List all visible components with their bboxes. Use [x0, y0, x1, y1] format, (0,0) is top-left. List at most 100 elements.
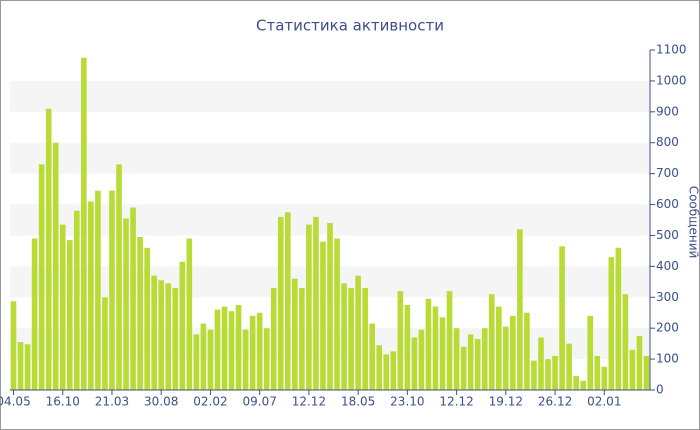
x-tick-label: 18.05 — [341, 395, 375, 409]
bar — [31, 238, 38, 390]
bar — [383, 354, 390, 390]
bar — [109, 190, 115, 390]
y-tick-label: 800 — [656, 135, 679, 149]
bar — [341, 283, 347, 390]
bar — [636, 335, 643, 390]
bar — [45, 108, 52, 391]
bar — [524, 312, 530, 390]
bar — [362, 288, 368, 390]
bar — [221, 306, 228, 390]
bar — [38, 164, 45, 390]
bar — [81, 57, 87, 391]
bar — [263, 328, 270, 390]
bar — [573, 376, 579, 390]
bar — [256, 312, 263, 390]
bar — [151, 275, 157, 390]
y-tick-label: 600 — [656, 197, 679, 211]
bar — [123, 218, 129, 390]
bar — [88, 201, 94, 390]
bar — [235, 305, 242, 390]
bar — [327, 223, 333, 390]
bar — [425, 298, 432, 390]
bar — [242, 329, 249, 390]
bar — [488, 294, 495, 390]
y-tick-label: 900 — [656, 104, 679, 118]
x-tick-label: 04.05 — [0, 395, 31, 409]
bar — [116, 164, 122, 390]
bar — [228, 311, 235, 390]
bar — [207, 329, 214, 390]
bar — [320, 241, 326, 390]
bar — [59, 224, 66, 390]
bar — [376, 345, 383, 390]
bar — [615, 247, 622, 390]
y-axis-label: Сообщений — [687, 186, 700, 259]
chart-title: Статистика активности — [256, 17, 444, 35]
bar — [503, 326, 509, 390]
bar — [622, 294, 629, 390]
bar — [24, 344, 31, 390]
bar — [74, 210, 80, 390]
bar — [446, 291, 453, 390]
y-tick-label: 300 — [656, 290, 679, 304]
bar — [390, 351, 397, 390]
bar — [158, 280, 165, 390]
bar — [566, 343, 572, 390]
bar — [306, 224, 312, 390]
bar — [179, 261, 186, 390]
bar — [397, 291, 404, 390]
bar — [629, 349, 636, 390]
bar — [66, 240, 73, 390]
x-tick-label: 26.12 — [538, 395, 572, 409]
bar — [249, 315, 256, 390]
x-tick-label: 09.07 — [242, 395, 276, 409]
bar — [559, 246, 565, 390]
bar — [200, 323, 207, 390]
bar — [348, 288, 354, 390]
y-tick-label: 1100 — [656, 43, 687, 57]
y-tick-label: 200 — [656, 321, 679, 335]
bar — [481, 328, 488, 390]
bar — [510, 315, 516, 390]
bar — [165, 283, 172, 390]
bar — [130, 207, 136, 390]
bar — [587, 315, 594, 390]
x-tick-label: 30.08 — [144, 395, 178, 409]
bar — [545, 359, 551, 390]
bar — [102, 297, 108, 390]
bar — [460, 346, 467, 390]
grid-band — [10, 80, 650, 112]
bar — [404, 305, 411, 390]
bar — [474, 339, 481, 390]
bar — [299, 288, 305, 390]
bar — [277, 216, 284, 390]
bar — [594, 356, 601, 390]
bar — [411, 337, 418, 390]
bar — [17, 342, 24, 390]
x-tick-label: 16.10 — [46, 395, 80, 409]
bar — [144, 247, 150, 390]
bar — [601, 366, 608, 390]
bar — [580, 380, 586, 390]
bar — [292, 278, 298, 390]
bar — [214, 309, 221, 390]
y-tick-label: 100 — [656, 352, 679, 366]
x-tick-label: 02.01 — [587, 395, 621, 409]
grid-band — [10, 142, 650, 174]
bar — [270, 288, 277, 390]
bar — [608, 257, 615, 390]
x-tick-label: 23.10 — [390, 395, 424, 409]
y-tick-label: 500 — [656, 228, 679, 242]
bar — [334, 238, 340, 390]
bar — [52, 142, 59, 390]
bar — [453, 328, 460, 390]
x-tick-label: 19.12 — [489, 395, 523, 409]
y-tick-label: 1000 — [656, 73, 687, 87]
bar — [95, 190, 101, 390]
bar — [137, 237, 143, 390]
bar — [495, 306, 502, 390]
y-tick-label: 400 — [656, 259, 679, 273]
bar — [538, 337, 544, 390]
bar — [432, 306, 439, 390]
y-tick-label: 0 — [656, 383, 664, 397]
